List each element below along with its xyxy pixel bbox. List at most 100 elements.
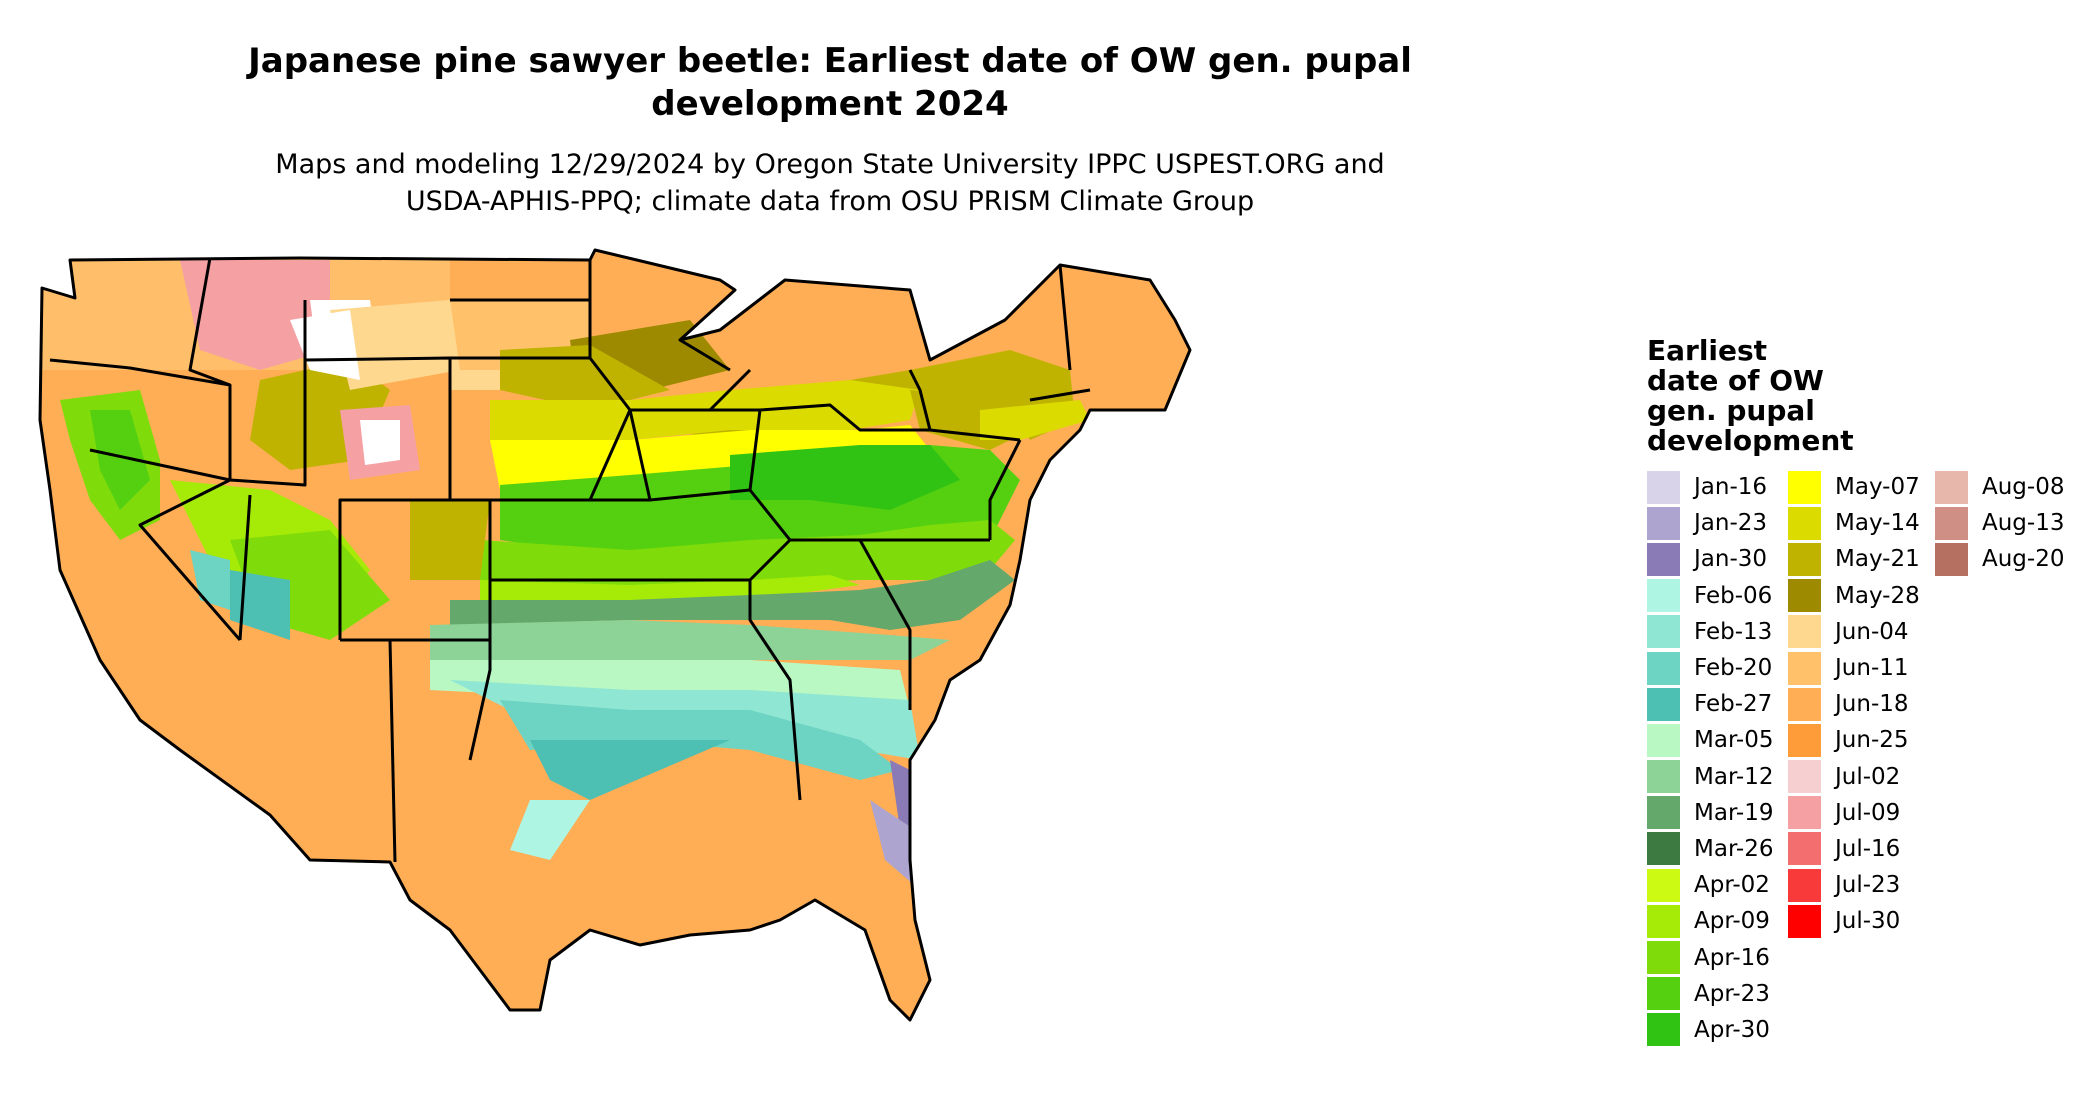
legend-swatch xyxy=(1788,542,1821,576)
legend-swatch xyxy=(1647,651,1680,685)
legend-swatch xyxy=(1788,651,1821,685)
legend-label: Jun-25 xyxy=(1835,727,1909,754)
legend-item: Feb-20 xyxy=(1647,650,1774,686)
legend-swatch xyxy=(1788,506,1821,540)
map-subtitle: Maps and modeling 12/29/2024 by Oregon S… xyxy=(150,146,1510,220)
legend-item: Apr-23 xyxy=(1647,976,1774,1012)
legend-swatch xyxy=(1647,832,1680,866)
legend-item: Jan-30 xyxy=(1647,541,1774,577)
legend-item: Jul-16 xyxy=(1788,831,1920,867)
legend-title-line: Earliest xyxy=(1647,334,1768,367)
legend-swatch xyxy=(1935,470,1968,504)
legend-item: May-21 xyxy=(1788,541,1920,577)
legend-label: May-28 xyxy=(1835,582,1920,609)
legend-label: Jan-23 xyxy=(1694,510,1768,537)
legend-swatch xyxy=(1935,506,1968,540)
legend-label: Aug-20 xyxy=(1982,546,2065,573)
legend-item: Mar-12 xyxy=(1647,759,1774,795)
legend-swatch xyxy=(1647,723,1680,757)
legend-swatch xyxy=(1647,687,1680,721)
legend-swatch xyxy=(1647,579,1680,613)
legend-item: Mar-19 xyxy=(1647,795,1774,831)
legend-swatch xyxy=(1788,760,1821,794)
legend-label: Jul-30 xyxy=(1835,908,1901,935)
legend-item: Mar-26 xyxy=(1647,831,1774,867)
legend-swatch xyxy=(1647,904,1680,938)
legend-item: Jun-11 xyxy=(1788,650,1920,686)
legend-swatch xyxy=(1647,868,1680,902)
legend-item: Jul-09 xyxy=(1788,795,1920,831)
legend-item: Jun-18 xyxy=(1788,686,1920,722)
legend-swatch xyxy=(1788,615,1821,649)
legend-label: Feb-06 xyxy=(1694,582,1773,609)
legend-label: Aug-08 xyxy=(1982,474,2065,501)
legend-swatch xyxy=(1788,832,1821,866)
legend-label: Apr-30 xyxy=(1694,1016,1770,1043)
legend-swatch xyxy=(1647,760,1680,794)
legend-item: Jun-25 xyxy=(1788,722,1920,758)
legend-label: Mar-12 xyxy=(1694,763,1774,790)
legend-label: Mar-26 xyxy=(1694,835,1774,862)
legend-label: Mar-05 xyxy=(1694,727,1774,754)
map-title-line2: development 2024 xyxy=(651,84,1009,124)
legend-label: Aug-13 xyxy=(1982,510,2065,537)
legend-swatch xyxy=(1647,506,1680,540)
map-title: Japanese pine sawyer beetle: Earliest da… xyxy=(150,40,1510,126)
legend-label: Feb-20 xyxy=(1694,655,1773,682)
legend-item: Aug-13 xyxy=(1935,505,2064,541)
us-map xyxy=(38,248,1192,1022)
legend-title: Earliest date of OW gen. pupal developme… xyxy=(1647,336,1887,456)
legend-label: Feb-27 xyxy=(1694,691,1773,718)
legend-label: Apr-16 xyxy=(1694,944,1770,971)
legend-item: May-28 xyxy=(1788,578,1920,614)
legend-swatch xyxy=(1647,941,1680,975)
legend-item: May-07 xyxy=(1788,469,1920,505)
legend-label: Jun-11 xyxy=(1835,655,1909,682)
legend-label: Mar-19 xyxy=(1694,799,1774,826)
legend-label: Jan-16 xyxy=(1694,474,1768,501)
legend-item: Jun-04 xyxy=(1788,614,1920,650)
legend-swatch xyxy=(1647,796,1680,830)
map-subtitle-line1: Maps and modeling 12/29/2024 by Oregon S… xyxy=(275,149,1385,180)
legend-label: May-21 xyxy=(1835,546,1920,573)
legend-label: May-14 xyxy=(1835,510,1920,537)
legend-label: Apr-02 xyxy=(1694,872,1770,899)
legend-swatch xyxy=(1647,542,1680,576)
legend-item: Jan-23 xyxy=(1647,505,1774,541)
legend-label: Jul-16 xyxy=(1835,835,1901,862)
legend-column: Aug-08 Aug-13 Aug-20 xyxy=(1935,469,2064,578)
legend-item: Aug-08 xyxy=(1935,469,2064,505)
legend-item: Apr-16 xyxy=(1647,939,1774,975)
legend-swatch xyxy=(1647,1013,1680,1047)
legend-swatch xyxy=(1788,579,1821,613)
legend-label: Apr-09 xyxy=(1694,908,1770,935)
legend-item: Mar-05 xyxy=(1647,722,1774,758)
legend-swatch xyxy=(1647,615,1680,649)
legend-item: Jul-23 xyxy=(1788,867,1920,903)
legend-label: Jun-18 xyxy=(1835,691,1909,718)
legend-item: Jul-02 xyxy=(1788,759,1920,795)
legend-column: Jan-16 Jan-23 Jan-30 Feb-06 Feb-13 Feb-20 Feb-… xyxy=(1647,469,1774,1048)
legend-swatch xyxy=(1647,977,1680,1011)
legend-label: May-07 xyxy=(1835,474,1920,501)
legend-item: Aug-20 xyxy=(1935,541,2064,577)
state-borders xyxy=(38,248,1192,1022)
legend-swatch xyxy=(1788,904,1821,938)
legend-item: Feb-27 xyxy=(1647,686,1774,722)
legend-swatch xyxy=(1788,868,1821,902)
legend-label: Jul-02 xyxy=(1835,763,1901,790)
legend-label: Feb-13 xyxy=(1694,618,1773,645)
legend-item: Jul-30 xyxy=(1788,903,1920,939)
legend-swatch xyxy=(1788,796,1821,830)
legend-item: May-14 xyxy=(1788,505,1920,541)
legend-title-line: gen. pupal xyxy=(1647,394,1815,427)
map-fill xyxy=(40,250,1190,1020)
legend-swatch xyxy=(1788,723,1821,757)
legend-label: Jan-30 xyxy=(1694,546,1768,573)
legend-label: Jun-04 xyxy=(1835,618,1909,645)
legend-item: Feb-06 xyxy=(1647,578,1774,614)
legend-title-line: development xyxy=(1647,424,1854,457)
legend-label: Jul-23 xyxy=(1835,872,1901,899)
map-title-line1: Japanese pine sawyer beetle: Earliest da… xyxy=(248,41,1412,81)
legend-label: Apr-23 xyxy=(1694,980,1770,1007)
